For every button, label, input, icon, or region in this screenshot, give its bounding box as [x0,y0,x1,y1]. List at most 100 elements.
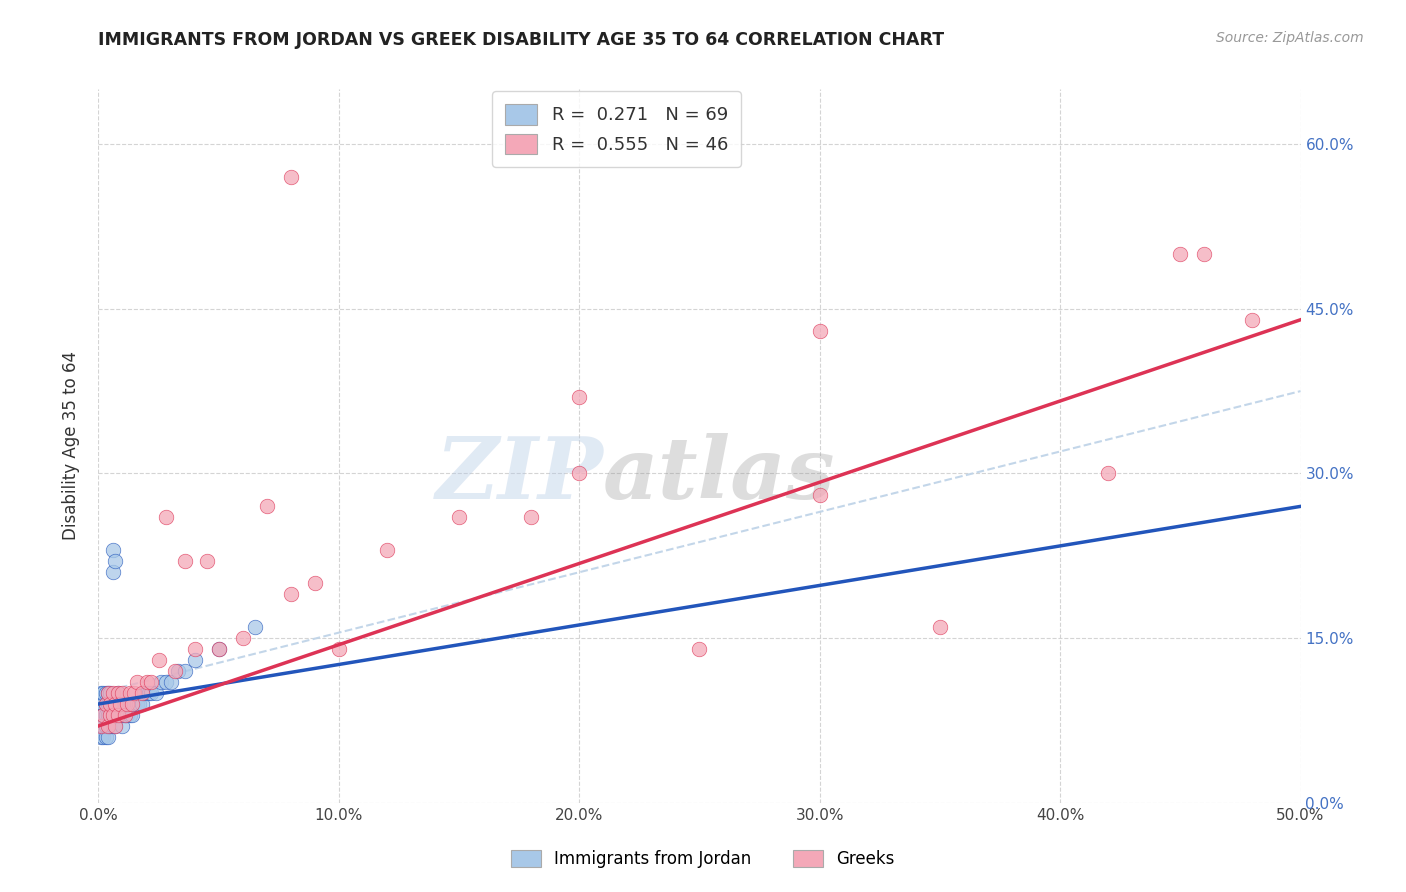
Point [94,697,117,711]
Point [91,708,114,723]
Point [568,390,591,404]
Point [97,686,120,700]
Point [97,719,120,733]
Point [104,554,127,568]
Point [174,554,197,568]
Point [97,697,120,711]
Point [118,697,141,711]
Point [135,675,157,690]
Point [94,730,117,744]
Text: Source: ZipAtlas.com: Source: ZipAtlas.com [1216,31,1364,45]
Point [928,620,950,634]
Point [91,708,114,723]
Point [111,697,134,711]
Point [101,566,124,580]
Point [1097,467,1119,481]
Point [101,697,124,711]
Point [107,708,129,723]
Point [256,500,278,514]
Point [114,708,136,723]
Point [107,686,129,700]
Point [97,708,120,723]
Point [91,719,114,733]
Point [183,642,205,657]
Point [91,697,114,711]
Point [90,719,112,733]
Point [94,719,117,733]
Point [97,686,120,700]
Point [108,697,131,711]
Point [100,708,122,723]
Point [117,697,139,711]
Point [125,697,148,711]
Point [121,708,143,723]
Point [118,708,141,723]
Point [104,697,127,711]
Point [808,488,831,502]
Point [159,675,181,690]
Point [155,510,177,524]
Point [90,730,112,744]
Point [131,697,153,711]
Point [101,708,124,723]
Point [117,708,139,723]
Point [104,719,127,733]
Point [1241,312,1264,326]
Point [243,620,266,634]
Point [149,675,172,690]
Point [108,697,131,711]
Point [166,664,188,678]
Point [94,697,117,711]
Point [111,708,134,723]
Point [125,675,148,690]
Point [90,686,112,700]
Point [100,719,122,733]
Point [135,686,157,700]
Point [195,554,218,568]
Point [104,708,127,723]
Point [121,697,143,711]
Point [100,708,122,723]
Point [117,697,139,711]
Point [208,642,231,657]
Y-axis label: Disability Age 35 to 64: Disability Age 35 to 64 [62,351,80,541]
Point [304,576,326,591]
Point [107,686,129,700]
Point [111,719,134,733]
Point [520,510,543,524]
Text: IMMIGRANTS FROM JORDAN VS GREEK DISABILITY AGE 35 TO 64 CORRELATION CHART: IMMIGRANTS FROM JORDAN VS GREEK DISABILI… [98,31,945,49]
Point [148,653,170,667]
Point [447,510,470,524]
Point [94,708,117,723]
Point [91,708,114,723]
Point [101,686,124,700]
Point [100,686,122,700]
Point [183,653,205,667]
Point [138,686,160,700]
Point [141,675,163,690]
Point [94,686,117,700]
Point [90,708,112,723]
Point [1170,247,1192,261]
Point [132,686,155,700]
Point [101,708,124,723]
Point [118,686,141,700]
Point [232,631,254,645]
Point [128,697,150,711]
Point [689,642,711,657]
Point [328,642,350,657]
Point [165,664,187,678]
Point [280,169,302,184]
Point [107,697,129,711]
Point [141,686,163,700]
Point [808,324,831,338]
Point [90,697,112,711]
Point [280,587,302,601]
Legend: Immigrants from Jordan, Greeks: Immigrants from Jordan, Greeks [505,843,901,875]
Point [121,697,143,711]
Point [568,467,591,481]
Point [94,719,117,733]
Point [101,543,124,558]
Text: ZIP: ZIP [436,433,603,516]
Point [107,708,129,723]
